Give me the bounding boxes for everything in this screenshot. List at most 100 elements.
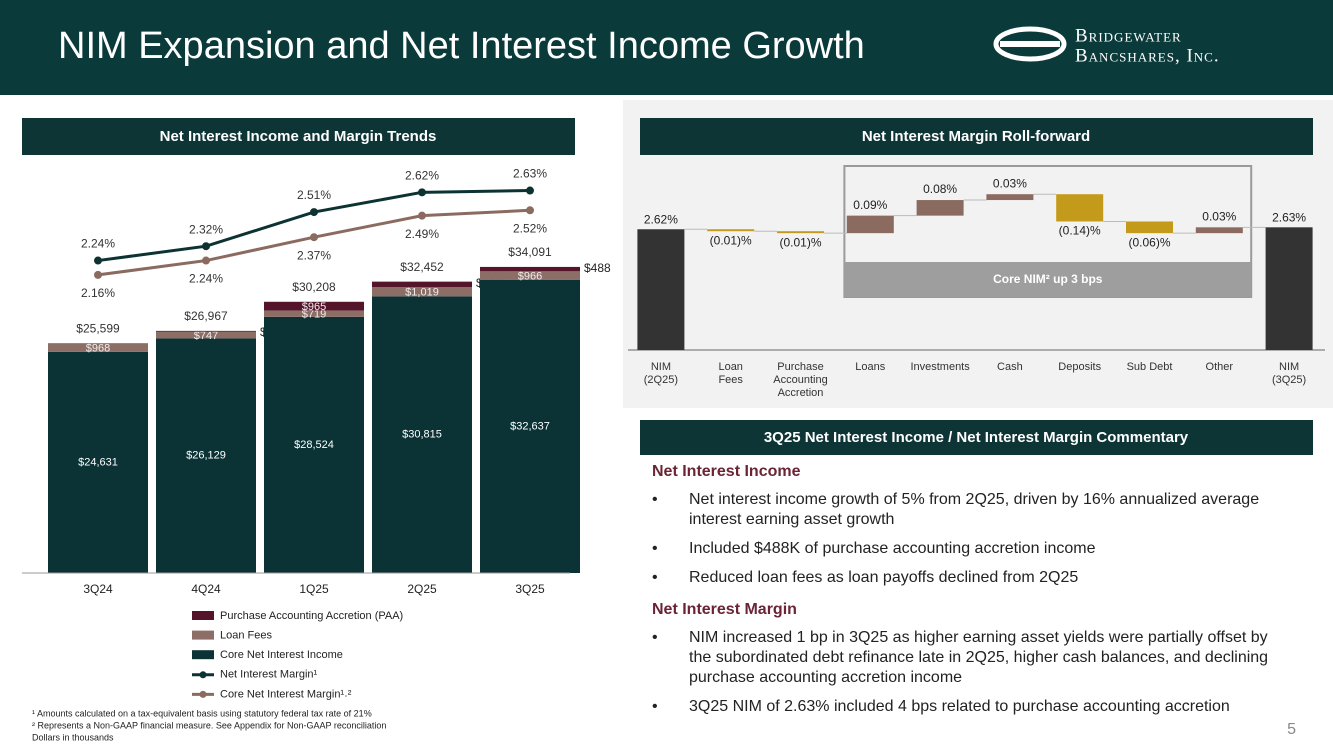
data-label: 2.62%: [405, 168, 439, 182]
data-label: 2.63%: [513, 167, 547, 181]
footnote: ¹ Amounts calculated on a tax-equivalent…: [32, 708, 372, 718]
data-label: 2.16%: [81, 286, 115, 300]
data-label: $30,815: [402, 429, 442, 441]
chart-title: Net Interest Margin Roll-forward: [862, 128, 1090, 145]
data-label: $719: [302, 309, 326, 321]
footnote: ² Represents a Non-GAAP financial measur…: [32, 720, 386, 730]
bar-segment: [48, 343, 148, 352]
waterfall-bar: [1126, 221, 1173, 234]
data-label: $488: [584, 261, 611, 275]
bar-segment: [156, 338, 256, 573]
bullet: Reduced loan fees as loan payoffs declin…: [652, 568, 1274, 588]
panel-header: [640, 118, 1313, 155]
data-label: 0.09%: [853, 198, 887, 212]
x-tick-label: Sub Debt: [1127, 361, 1173, 373]
x-tick-label: Purchase Accounting Accretion: [773, 361, 827, 399]
x-tick-label: 4Q24: [191, 582, 221, 596]
line-marker: [202, 256, 210, 265]
line-marker: [526, 186, 534, 195]
section-heading: Net Interest Margin: [652, 601, 797, 618]
commentary-title: 3Q25 Net Interest Income / Net Interest …: [764, 429, 1189, 446]
total-label: $34,091: [508, 245, 552, 259]
bullet: Net interest income growth of 5% from 2Q…: [652, 490, 1274, 530]
total-label: $32,452: [400, 260, 444, 274]
x-tick-label: 1Q25: [299, 582, 329, 596]
x-tick-label: Loans: [855, 361, 885, 373]
bullet: NIM increased 1 bp in 3Q25 as higher ear…: [652, 628, 1274, 688]
bar-segment: [480, 266, 580, 272]
legend-label: Loan Fees: [220, 630, 272, 642]
page-number: 5: [1287, 721, 1296, 738]
bar-segment: [480, 271, 580, 280]
legend-label: Core Net Interest Margin¹˒²: [220, 688, 352, 700]
legend-label: Net Interest Margin¹: [220, 669, 318, 681]
x-tick-label: Loan Fees: [718, 361, 743, 386]
bullet-list: Net interest income growth of 5% from 2Q…: [652, 490, 1292, 588]
line-marker: [202, 242, 210, 251]
x-tick-label: Cash: [997, 361, 1023, 373]
data-label: $965: [302, 301, 326, 313]
annotation-band: [844, 262, 1252, 297]
data-label: 0.03%: [993, 176, 1027, 190]
data-label: $968: [86, 342, 110, 354]
data-label: $966: [518, 271, 542, 283]
x-tick-label: Investments: [910, 361, 970, 373]
logo: Bridgewater Bancshares, Inc.: [993, 25, 1220, 66]
waterfall-bar: [1195, 227, 1243, 234]
legend-swatch: [192, 650, 214, 660]
data-label: 2.62%: [644, 212, 678, 226]
x-tick-label: Deposits: [1058, 361, 1101, 373]
page-title: NIM Expansion and Net Interest Income Gr…: [58, 25, 865, 67]
header-band: [0, 0, 1333, 95]
bar-segment: [156, 331, 256, 339]
legend-label: Purchase Accounting Accretion (PAA): [220, 610, 403, 622]
panel-header: [640, 420, 1313, 455]
legend-swatch: [199, 671, 207, 679]
bullet: 3Q25 NIM of 2.63% included 4 bps related…: [652, 697, 1274, 717]
bar-segment: [480, 279, 580, 573]
legend-label: Core Net Interest Income: [220, 649, 343, 661]
data-label: (0.01)%: [710, 233, 752, 247]
x-tick-label: NIM (3Q25): [1272, 361, 1306, 386]
bar-segment: [372, 296, 472, 573]
bullet-list: NIM increased 1 bp in 3Q25 as higher ear…: [652, 628, 1292, 717]
logo-line: Bridgewater: [1075, 25, 1182, 46]
data-label: (0.14)%: [1059, 224, 1101, 238]
bullet: Included $488K of purchase accounting ac…: [652, 539, 1274, 559]
annotation: Core NIM² up 3 bps: [993, 272, 1103, 286]
logo-line: Bancshares, Inc.: [1075, 45, 1220, 66]
data-label: 2.49%: [405, 227, 439, 241]
waterfall-bar: [637, 229, 685, 350]
legend-swatch: [192, 611, 214, 620]
data-label: 2.32%: [189, 222, 223, 236]
x-tick-label: NIM (2Q25): [644, 361, 678, 386]
data-label: 2.24%: [189, 272, 223, 286]
data-label: $1,019: [405, 287, 439, 299]
data-label: $28,524: [294, 439, 334, 451]
bar-segment: [48, 351, 148, 573]
waterfall-bar: [707, 229, 755, 232]
x-tick-label: 2Q25: [407, 582, 437, 596]
footnote: Dollars in thousands: [32, 732, 114, 742]
data-label: (0.06)%: [1128, 235, 1170, 249]
bar-segment: [372, 281, 472, 288]
legend-swatch: [192, 630, 214, 640]
total-label: $25,599: [76, 321, 120, 335]
line-marker: [310, 233, 318, 242]
bar-segment: [372, 287, 472, 297]
x-tick-label: 3Q24: [83, 582, 113, 596]
commentary: Net Interest Income Net interest income g…: [652, 462, 1292, 729]
legend-swatch: [199, 690, 207, 698]
waterfall-bar: [777, 231, 824, 234]
data-label: 2.52%: [513, 221, 547, 235]
x-tick-label: 3Q25: [515, 582, 545, 596]
chart-title: Net Interest Income and Margin Trends: [160, 128, 437, 145]
data-label: (0.01)%: [779, 235, 821, 249]
panel-header: [22, 118, 575, 155]
data-label: 2.63%: [1272, 210, 1306, 224]
waterfall-bar: [986, 194, 1034, 201]
bar-segment: [264, 310, 364, 317]
bar-segment: [156, 330, 256, 332]
